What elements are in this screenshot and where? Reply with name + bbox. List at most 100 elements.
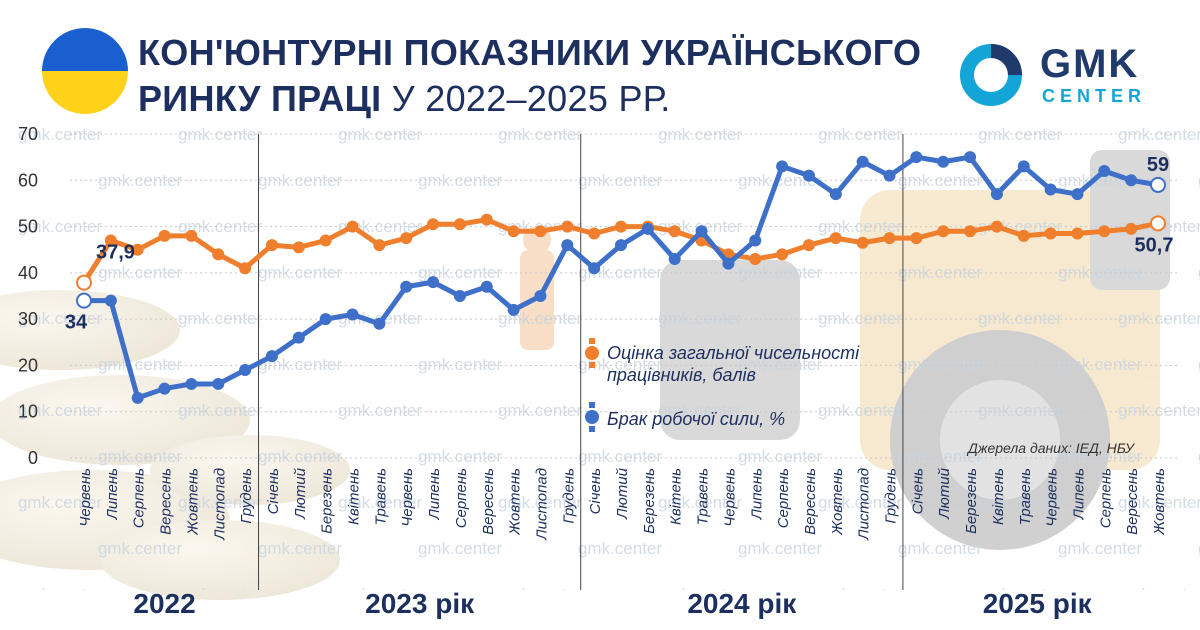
- data-point: [990, 188, 1003, 201]
- year-label: 2025 рік: [982, 588, 1092, 619]
- x-tick-label: Жовтень: [507, 468, 524, 536]
- watermark-text: gmk.center: [498, 401, 582, 420]
- x-tick-label: Листопад: [211, 468, 228, 541]
- data-point: [292, 331, 305, 344]
- data-point: [534, 225, 547, 238]
- title-line2-bold: РИНКУ ПРАЦІ: [138, 78, 382, 119]
- watermark-text: gmk.center: [738, 447, 822, 466]
- data-point: [1150, 215, 1166, 232]
- legend-item-labor-shortage: Брак робочої сили, %: [585, 402, 885, 432]
- data-point: [373, 317, 386, 330]
- x-tick-label: Травень: [695, 468, 712, 525]
- data-point: [1125, 174, 1138, 187]
- data-label: 59: [1147, 154, 1169, 176]
- x-tick-label: Травень: [372, 468, 389, 525]
- data-point: [1125, 222, 1138, 235]
- year-label: 2023 рік: [365, 588, 475, 619]
- data-point: [561, 220, 574, 233]
- data-point: [1071, 227, 1084, 240]
- watermark-text: gmk.center: [1198, 355, 1200, 374]
- gmk-center-logo: GMK CENTER: [958, 42, 1158, 108]
- data-point: [856, 236, 869, 249]
- data-point: [319, 234, 332, 247]
- chart-legend: Оцінка загальної чисельності працівників…: [585, 338, 885, 432]
- logo-text-center: CENTER: [1042, 86, 1147, 106]
- x-tick-label: Березень: [319, 468, 336, 534]
- watermark-text: gmk.center: [1198, 171, 1200, 190]
- data-point: [131, 391, 144, 404]
- x-tick-label: Березень: [963, 468, 980, 534]
- watermark-text: gmk.center: [578, 539, 662, 558]
- data-source: Джерела даних: ІЕД, НБУ: [968, 440, 1134, 456]
- data-point: [776, 248, 789, 261]
- watermark-text: gmk.center: [738, 355, 822, 374]
- watermark-text: gmk.center: [1118, 585, 1200, 590]
- x-tick-label: Липень: [426, 468, 443, 520]
- x-tick-label: Вересень: [158, 468, 175, 535]
- data-label: 34: [65, 312, 88, 334]
- watermark-text: gmk.center: [658, 401, 742, 420]
- watermark-text: gmk.center: [1198, 263, 1200, 282]
- data-point: [937, 155, 950, 168]
- data-point: [856, 155, 869, 168]
- watermark-text: gmk.center: [18, 401, 102, 420]
- x-tick-label: Грудень: [238, 468, 255, 524]
- watermark-text: gmk.center: [498, 585, 582, 590]
- data-point: [1044, 227, 1057, 240]
- x-tick-label: Вересень: [802, 468, 819, 535]
- x-tick-label: Серпень: [453, 468, 470, 528]
- watermark-text: gmk.center: [178, 585, 262, 590]
- x-tick-label: Червень: [721, 468, 738, 527]
- data-point: [829, 232, 842, 245]
- data-point: [104, 294, 117, 307]
- data-point: [1017, 160, 1030, 173]
- data-point: [427, 218, 440, 231]
- data-point: [668, 225, 681, 238]
- y-tick-label: 30: [18, 309, 38, 329]
- data-point: [615, 220, 627, 233]
- x-tick-label: Лютий: [936, 467, 953, 519]
- data-point: [802, 239, 815, 252]
- x-tick-label: Серпень: [1097, 468, 1114, 528]
- data-point: [883, 169, 896, 182]
- gmk-logo-icon: [960, 44, 1022, 106]
- data-point: [453, 290, 466, 302]
- x-tick-label: Листопад: [856, 468, 873, 541]
- x-tick-label: Червень: [399, 468, 416, 527]
- watermark-text: gmk.center: [818, 309, 902, 328]
- data-point: [749, 252, 762, 265]
- data-point: [964, 151, 977, 164]
- y-tick-label: 0: [28, 448, 38, 468]
- data-point: [76, 292, 92, 309]
- y-tick-label: 60: [18, 170, 38, 190]
- watermark-text: gmk.center: [18, 217, 102, 236]
- x-tick-label: Січень: [587, 468, 604, 515]
- watermark-text: gmk.center: [658, 309, 742, 328]
- watermark-text: gmk.center: [978, 309, 1062, 328]
- year-label: 2024 рік: [687, 588, 797, 619]
- x-tick-label: Жовтень: [1151, 468, 1168, 536]
- data-point: [400, 232, 413, 245]
- data-point: [910, 151, 923, 164]
- data-point: [185, 377, 198, 390]
- data-point: [453, 218, 466, 231]
- data-point: [76, 274, 92, 291]
- x-tick-label: Березень: [641, 468, 658, 534]
- watermark-text: gmk.center: [1118, 401, 1200, 420]
- x-tick-label: Грудень: [560, 468, 577, 524]
- watermark-text: gmk.center: [978, 493, 1062, 512]
- x-tick-label: Вересень: [1124, 468, 1141, 535]
- data-point: [829, 188, 842, 201]
- data-point: [346, 220, 359, 233]
- data-point: [776, 160, 789, 173]
- data-point: [1071, 188, 1084, 201]
- x-tick-label: Лютий: [292, 467, 309, 519]
- data-label: 37,9: [96, 242, 135, 264]
- orange-marker-icon: [585, 338, 599, 368]
- data-point: [588, 227, 601, 240]
- data-point: [722, 257, 735, 270]
- data-point: [212, 377, 225, 390]
- y-tick-label: 70: [18, 124, 38, 144]
- data-point: [990, 220, 1003, 233]
- x-tick-label: Квітень: [668, 468, 685, 525]
